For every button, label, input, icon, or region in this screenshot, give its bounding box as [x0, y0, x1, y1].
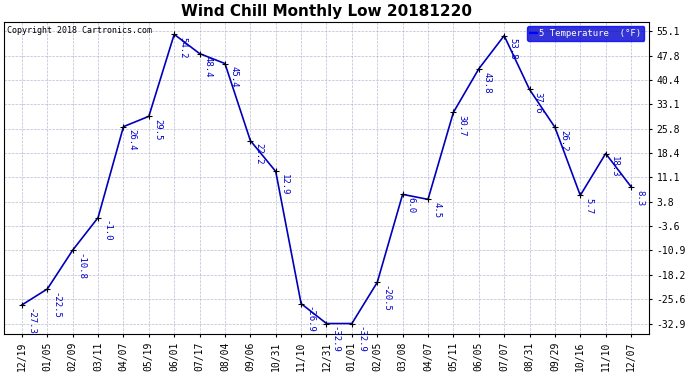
Text: 30.7: 30.7 [457, 115, 466, 136]
Text: 48.4: 48.4 [204, 56, 213, 78]
Text: 26.2: 26.2 [559, 130, 568, 152]
Text: -22.5: -22.5 [52, 292, 61, 319]
Text: -1.0: -1.0 [102, 220, 111, 242]
Text: 54.2: 54.2 [179, 37, 188, 58]
Text: 29.5: 29.5 [153, 119, 162, 141]
Text: Copyright 2018 Cartronics.com: Copyright 2018 Cartronics.com [8, 26, 152, 35]
Text: 37.6: 37.6 [533, 92, 543, 114]
Text: -32.9: -32.9 [356, 326, 365, 353]
Text: 26.4: 26.4 [128, 129, 137, 151]
Legend: 5 Temperature  (°F): 5 Temperature (°F) [527, 26, 644, 40]
Text: -20.5: -20.5 [382, 285, 391, 312]
Text: 6.0: 6.0 [407, 197, 416, 213]
Text: 5.7: 5.7 [584, 198, 593, 214]
Title: Wind Chill Monthly Low 20181220: Wind Chill Monthly Low 20181220 [181, 4, 472, 19]
Text: -32.9: -32.9 [331, 326, 339, 353]
Text: 8.3: 8.3 [635, 189, 644, 206]
Text: 22.2: 22.2 [255, 143, 264, 165]
Text: 18.3: 18.3 [610, 156, 619, 178]
Text: 45.4: 45.4 [229, 66, 238, 88]
Text: 43.8: 43.8 [483, 72, 492, 93]
Text: -10.8: -10.8 [77, 253, 86, 280]
Text: -26.9: -26.9 [305, 306, 314, 333]
Text: 4.5: 4.5 [432, 202, 441, 218]
Text: 12.9: 12.9 [280, 174, 289, 196]
Text: 53.8: 53.8 [509, 39, 518, 60]
Text: -27.3: -27.3 [26, 308, 35, 334]
